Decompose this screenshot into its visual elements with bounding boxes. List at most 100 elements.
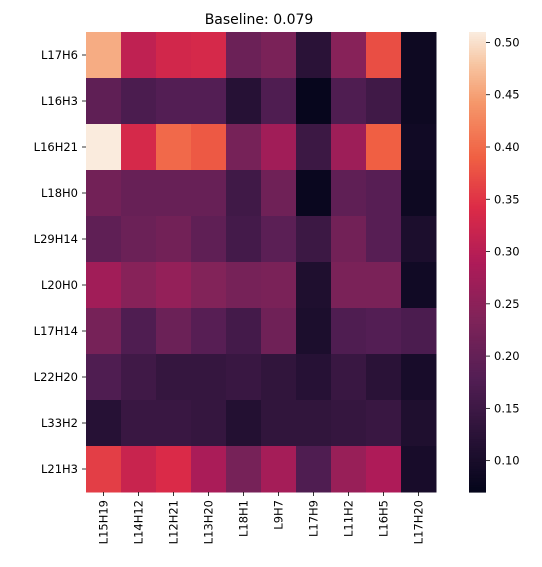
heatmap-cell — [156, 32, 192, 79]
colorbar-segment — [469, 351, 486, 355]
colorbar-segment — [469, 241, 486, 245]
colorbar-segment — [469, 303, 486, 307]
colorbar-segment — [469, 275, 486, 279]
heatmap-cell — [191, 32, 227, 79]
colorbar-segment — [469, 41, 486, 45]
colorbar-segment — [469, 75, 486, 79]
colorbar-segment — [469, 482, 486, 486]
colorbar-segment — [469, 94, 486, 97]
heatmap-cell — [366, 124, 402, 171]
colorbar-segment — [469, 342, 486, 346]
colorbar-segment — [469, 199, 486, 203]
colorbar-segment — [469, 485, 486, 488]
colorbar-segment — [469, 43, 486, 47]
colorbar-segment — [469, 402, 486, 406]
colorbar-segment — [469, 128, 486, 132]
colorbar-segment — [469, 416, 486, 419]
colorbar-segment — [469, 360, 486, 364]
colorbar-segment — [469, 190, 486, 194]
heatmap-cell — [401, 262, 437, 309]
colorbar-segment — [469, 213, 486, 217]
colorbar-segment — [469, 439, 486, 442]
heatmap-cell — [86, 78, 122, 125]
heatmap-cell — [261, 216, 297, 263]
x-tick-label: L11H2 — [342, 500, 356, 537]
colorbar-segment — [469, 337, 486, 341]
colorbar-segment — [469, 469, 486, 472]
colorbar-segment — [469, 317, 486, 321]
heatmap-cell — [226, 446, 262, 493]
heatmap-cell — [226, 354, 262, 401]
heatmap-cell — [86, 124, 122, 171]
colorbar-segment — [469, 156, 486, 160]
x-tick-label: L15H19 — [97, 500, 111, 544]
x-tick-label: L12H21 — [167, 500, 181, 544]
heatmap-cell — [86, 446, 122, 493]
heatmap-cell — [226, 78, 262, 125]
colorbar-segment — [469, 383, 486, 387]
heatmap-cell — [121, 124, 157, 171]
colorbar-segment — [469, 328, 486, 332]
colorbar-segment — [469, 73, 486, 77]
heatmap-cell — [261, 354, 297, 401]
colorbar-segment — [469, 448, 486, 452]
colorbar-segment — [469, 218, 486, 222]
heatmap-cell — [86, 170, 122, 217]
heatmap-cell — [401, 400, 437, 447]
heatmap-cell — [261, 446, 297, 493]
heatmap-cell — [366, 262, 402, 309]
x-tick-label: L13H20 — [202, 500, 216, 544]
colorbar-segment — [469, 142, 486, 146]
heatmap-cell — [366, 446, 402, 493]
colorbar-segment — [469, 296, 486, 300]
colorbar-segment — [469, 236, 486, 240]
heatmap-cell — [331, 32, 367, 79]
heatmap-cell — [296, 446, 332, 493]
colorbar-segment — [469, 466, 486, 470]
heatmap-cell — [296, 32, 332, 79]
colorbar-segment — [469, 227, 486, 231]
heatmap-cell — [226, 308, 262, 355]
colorbar-segment — [469, 441, 486, 445]
colorbar-segment — [469, 462, 486, 465]
colorbar-segment — [469, 298, 486, 302]
heatmap-cell — [226, 216, 262, 263]
colorbar-segment — [469, 358, 486, 362]
colorbar-segment — [469, 87, 486, 91]
colorbar-segment — [469, 220, 486, 224]
x-tick-label: L9H7 — [272, 500, 286, 530]
colorbar-segment — [469, 312, 486, 316]
y-tick-label: L33H2 — [41, 416, 78, 430]
colorbar-segment — [469, 333, 486, 337]
colorbar-segment — [469, 71, 486, 74]
colorbar-segment — [469, 202, 486, 206]
y-tick-label: L16H3 — [41, 94, 78, 108]
colorbar-segment — [469, 257, 486, 261]
colorbar-segment — [469, 239, 486, 242]
colorbar-segment — [469, 372, 486, 376]
colorbar-segment — [469, 354, 486, 357]
colorbar-segment — [469, 268, 486, 272]
colorbar-segment — [469, 278, 486, 281]
colorbar-segment — [469, 255, 486, 258]
y-tick-labels: L17H6 L16H3 L16H21 L18H0 L29H14 L20H0 L17H14 L2… — [34, 48, 86, 476]
heatmap-cell — [86, 216, 122, 263]
colorbar-segment — [469, 170, 486, 173]
colorbar-segment — [469, 452, 486, 456]
colorbar-tick-label: 0.15 — [494, 401, 520, 415]
colorbar-segment — [469, 344, 486, 348]
heatmap-cell — [156, 78, 192, 125]
heatmap-cell — [331, 216, 367, 263]
colorbar-segment — [469, 379, 486, 383]
heatmap-cell — [156, 446, 192, 493]
colorbar-segment — [469, 101, 486, 104]
colorbar-segment — [469, 229, 486, 233]
colorbar-segment — [469, 119, 486, 123]
heatmap-cells — [86, 32, 437, 493]
heatmap-cell — [191, 216, 227, 263]
heatmap-cell — [261, 170, 297, 217]
y-tick-label: L18H0 — [41, 186, 78, 200]
y-tick-label: L29H14 — [34, 232, 78, 246]
x-tick-label: L18H1 — [237, 500, 251, 537]
